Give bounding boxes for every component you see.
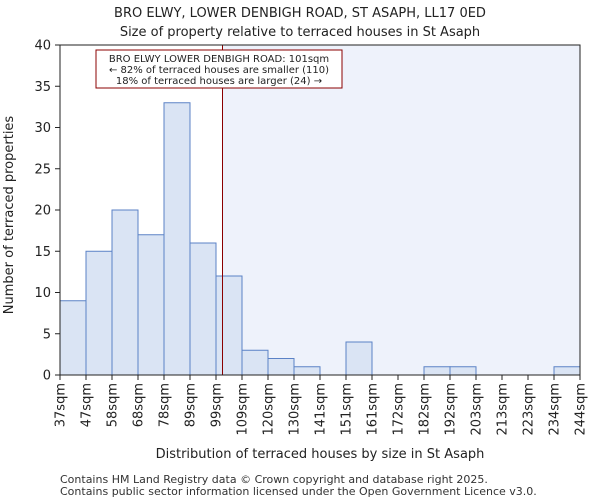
y-tick-label: 25 (34, 162, 51, 177)
x-tick-label: 213sqm (496, 383, 511, 436)
bar-120sqm (267, 358, 295, 376)
chart-subtitle: Size of property relative to terraced ho… (120, 25, 480, 40)
bar-192sqm (449, 366, 477, 376)
y-tick-label: 10 (34, 286, 51, 301)
highlight-region (222, 45, 580, 375)
bars-group (59, 102, 581, 376)
x-tick-label: 192sqm (444, 383, 459, 436)
y-tick-label: 40 (34, 39, 51, 54)
bar-234sqm (553, 366, 581, 376)
bar-89sqm (189, 242, 217, 376)
x-tick-label: 141sqm (314, 383, 329, 436)
bar-68sqm (137, 234, 165, 376)
x-axis: 37sqm 47sqm 58sqm 68sqm 78sqm 89sqm 99sqm 109sq… (54, 375, 589, 436)
x-tick-label: 203sqm (470, 383, 485, 436)
y-axis-label: Number of terraced properties (2, 116, 17, 315)
x-tick-label: 172sqm (392, 383, 407, 436)
y-tick-label: 30 (34, 121, 51, 136)
x-tick-label: 234sqm (548, 383, 563, 436)
x-tick-label: 99sqm (210, 383, 225, 427)
x-tick-label: 130sqm (288, 383, 303, 436)
x-tick-label: 223sqm (522, 383, 537, 436)
y-axis: 0 5 10 15 20 25 30 35 40 (34, 39, 60, 384)
y-tick-label: 35 (34, 80, 51, 95)
bar-109sqm (241, 349, 269, 376)
x-tick-label: 151sqm (340, 383, 355, 436)
y-tick-label: 0 (43, 369, 51, 384)
bar-58sqm (111, 209, 139, 376)
chart-title: BRO ELWY, LOWER DENBIGH ROAD, ST ASAPH, … (114, 6, 486, 21)
bar-37sqm (59, 300, 87, 376)
annotation-line-3: 18% of terraced houses are larger (24) → (116, 76, 322, 87)
x-tick-label: 78sqm (158, 383, 173, 427)
x-tick-label: 244sqm (574, 383, 589, 436)
x-tick-label: 109sqm (236, 383, 251, 436)
x-tick-label: 161sqm (366, 383, 381, 436)
annotation-line-2: ← 82% of terraced houses are smaller (11… (109, 65, 329, 76)
bar-182sqm (423, 366, 451, 376)
bar-99sqm (215, 275, 243, 376)
plot-area: 0 5 10 15 20 25 30 35 40 37sqm 47sqm 58sqm 68sqm 78s… (34, 39, 588, 436)
x-tick-label: 47sqm (80, 383, 95, 427)
annotation-line-1: BRO ELWY LOWER DENBIGH ROAD: 101sqm (109, 54, 329, 65)
bar-47sqm (85, 250, 113, 376)
y-tick-label: 15 (34, 245, 51, 260)
annotation-box: BRO ELWY LOWER DENBIGH ROAD: 101sqm ← 82… (95, 49, 343, 89)
bar-78sqm (163, 102, 191, 376)
bar-130sqm (293, 366, 321, 376)
bar-151sqm (345, 341, 373, 376)
y-tick-label: 5 (43, 327, 51, 342)
x-tick-label: 37sqm (54, 383, 69, 427)
x-axis-label: Distribution of terraced houses by size … (156, 447, 485, 462)
footer-line-2: Contains public sector information licen… (60, 485, 537, 498)
y-tick-label: 20 (34, 204, 51, 219)
x-tick-label: 182sqm (418, 383, 433, 436)
x-tick-label: 120sqm (262, 383, 277, 436)
footer-line-1: Contains HM Land Registry data © Crown c… (60, 473, 488, 486)
x-tick-label: 89sqm (184, 383, 199, 427)
x-tick-label: 68sqm (132, 383, 147, 427)
x-tick-label: 58sqm (106, 383, 121, 427)
